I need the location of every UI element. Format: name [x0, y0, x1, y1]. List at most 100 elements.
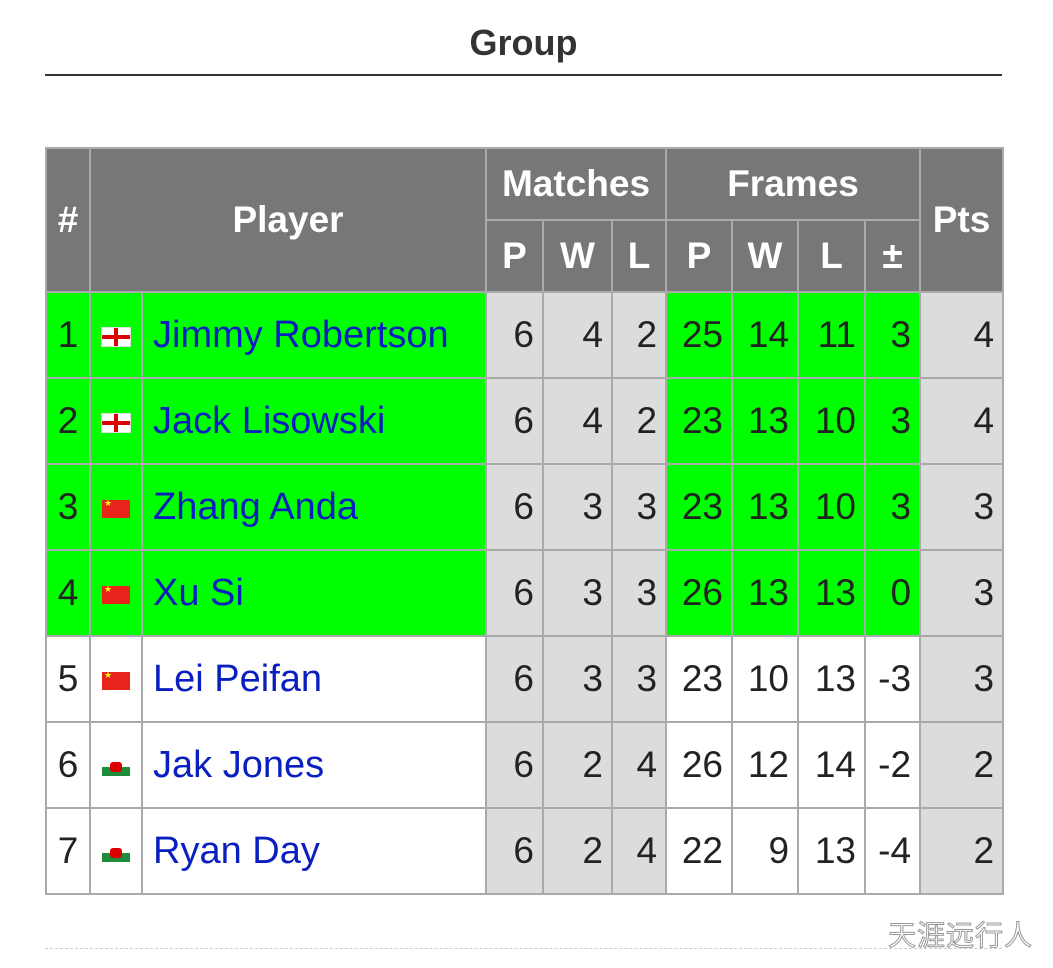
matches-won-cell: 4 [542, 291, 613, 379]
china-flag-icon [102, 670, 130, 691]
header-matches-played: P [485, 219, 544, 293]
matches-lost-cell: 3 [610, 463, 668, 551]
table-row: 2 Jack Lisowski 6 4 2 23 13 10 3 4 [45, 377, 1005, 465]
flag-cell [89, 635, 143, 723]
rank-cell: 2 [45, 377, 91, 465]
frames-lost-cell: 13 [797, 549, 867, 637]
section-title: Group [469, 22, 578, 63]
group-standings-table: # Player Matches Frames Pts P W L P W L … [45, 147, 1005, 895]
header-frames-lost: L [797, 219, 867, 293]
matches-played-cell: 6 [485, 549, 544, 637]
bottom-divider [45, 948, 1002, 949]
player-name-link[interactable]: Zhang Anda [141, 463, 487, 551]
player-name-link[interactable]: Xu Si [141, 549, 487, 637]
frames-diff-cell: 3 [864, 377, 922, 465]
matches-won-cell: 3 [542, 635, 613, 723]
flag-cell [89, 807, 143, 895]
matches-won-cell: 2 [542, 807, 613, 895]
rank-cell: 5 [45, 635, 91, 723]
points-cell: 3 [919, 635, 1005, 723]
table-row: 7 Ryan Day 6 2 4 22 9 13 -4 2 [45, 807, 1005, 895]
frames-won-cell: 12 [731, 721, 800, 809]
matches-lost-cell: 4 [610, 807, 668, 895]
rank-cell: 4 [45, 549, 91, 637]
matches-won-cell: 2 [542, 721, 613, 809]
header-frames-won: W [731, 219, 800, 293]
frames-lost-cell: 13 [797, 635, 867, 723]
frames-played-cell: 23 [665, 377, 734, 465]
frames-lost-cell: 10 [797, 377, 867, 465]
points-cell: 4 [919, 377, 1005, 465]
player-name-link[interactable]: Jack Lisowski [141, 377, 487, 465]
matches-lost-cell: 3 [610, 635, 668, 723]
points-cell: 2 [919, 807, 1005, 895]
flag-cell [89, 377, 143, 465]
header-matches-won: W [542, 219, 613, 293]
flag-cell [89, 721, 143, 809]
header-player: Player [89, 147, 487, 293]
points-cell: 4 [919, 291, 1005, 379]
frames-won-cell: 9 [731, 807, 800, 895]
frames-won-cell: 13 [731, 463, 800, 551]
watermark: 天涯远行人 [887, 919, 1034, 953]
flag-cell [89, 549, 143, 637]
matches-played-cell: 6 [485, 635, 544, 723]
header-matches-lost: L [610, 219, 668, 293]
rank-cell: 1 [45, 291, 91, 379]
matches-lost-cell: 2 [610, 377, 668, 465]
table-row: 6 Jak Jones 6 2 4 26 12 14 -2 2 [45, 721, 1005, 809]
frames-played-cell: 23 [665, 463, 734, 551]
wales-flag-icon [102, 758, 130, 777]
rank-cell: 6 [45, 721, 91, 809]
frames-lost-cell: 11 [797, 291, 867, 379]
frames-diff-cell: 0 [864, 549, 922, 637]
matches-won-cell: 3 [542, 549, 613, 637]
player-name-link[interactable]: Jak Jones [141, 721, 487, 809]
matches-lost-cell: 3 [610, 549, 668, 637]
player-name-link[interactable]: Ryan Day [141, 807, 487, 895]
rank-cell: 3 [45, 463, 91, 551]
frames-lost-cell: 13 [797, 807, 867, 895]
header-frames-diff: ± [864, 219, 922, 293]
frames-played-cell: 26 [665, 721, 734, 809]
frames-diff-cell: 3 [864, 463, 922, 551]
header-matches: Matches [484, 147, 668, 221]
flag-cell [89, 463, 143, 551]
points-cell: 2 [919, 721, 1005, 809]
china-flag-icon [102, 584, 130, 605]
header-frames: Frames [665, 147, 922, 221]
points-cell: 3 [919, 463, 1005, 551]
matches-played-cell: 6 [485, 291, 544, 379]
frames-played-cell: 26 [665, 549, 734, 637]
frames-lost-cell: 10 [797, 463, 867, 551]
header-pts: Pts [919, 147, 1005, 293]
matches-lost-cell: 4 [610, 721, 668, 809]
matches-played-cell: 6 [485, 807, 544, 895]
frames-lost-cell: 14 [797, 721, 867, 809]
frames-won-cell: 14 [731, 291, 800, 379]
matches-played-cell: 6 [485, 463, 544, 551]
frames-played-cell: 25 [665, 291, 734, 379]
player-name-link[interactable]: Lei Peifan [141, 635, 487, 723]
frames-diff-cell: -2 [864, 721, 922, 809]
flag-cell [89, 291, 143, 379]
frames-diff-cell: -4 [864, 807, 922, 895]
china-flag-icon [102, 498, 130, 519]
matches-won-cell: 3 [542, 463, 613, 551]
points-cell: 3 [919, 549, 1005, 637]
wales-flag-icon [102, 844, 130, 863]
frames-won-cell: 13 [731, 549, 800, 637]
frames-won-cell: 13 [731, 377, 800, 465]
frames-diff-cell: 3 [864, 291, 922, 379]
england-flag-icon [101, 413, 131, 434]
matches-won-cell: 4 [542, 377, 613, 465]
player-name-link[interactable]: Jimmy Robertson [141, 291, 487, 379]
header-frames-played: P [665, 219, 734, 293]
matches-played-cell: 6 [485, 721, 544, 809]
header-rank: # [45, 147, 91, 293]
frames-won-cell: 10 [731, 635, 800, 723]
matches-lost-cell: 2 [610, 291, 668, 379]
